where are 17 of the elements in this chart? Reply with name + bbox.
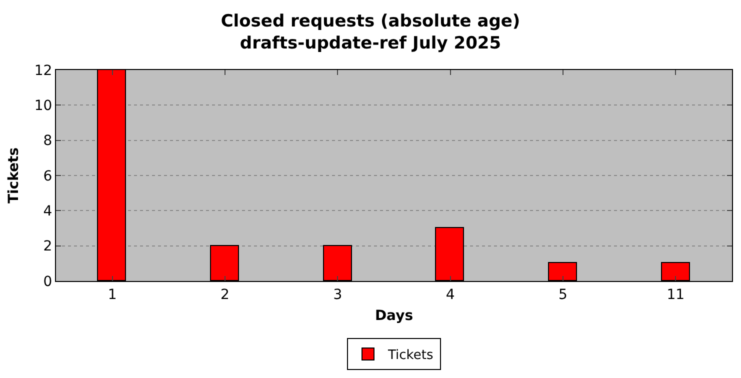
x-tick-label: 1 (108, 286, 117, 303)
x-axis-title: Days (374, 308, 414, 324)
y-tick-label: 12 (34, 62, 52, 79)
x-tick-label: 4 (446, 286, 455, 303)
y-axis-title: Tickets (6, 147, 22, 204)
x-tick-label: 11 (666, 286, 685, 303)
y-tick-label: 6 (43, 168, 52, 184)
y-tick-label: 8 (43, 133, 52, 150)
x-tick-label: 5 (558, 286, 568, 303)
y-tick-label: 4 (43, 204, 52, 220)
y-tick-label: 10 (34, 98, 52, 114)
y-tick-label: 0 (43, 274, 52, 290)
x-tick-label: 2 (220, 286, 230, 303)
x-tick-label: 3 (333, 286, 342, 303)
y-tick-label: 2 (43, 238, 52, 255)
chart-title: Closed requests (absolute age) drafts-update-ref July 2025 (220, 11, 520, 54)
legend-label: Tickets (387, 348, 434, 364)
